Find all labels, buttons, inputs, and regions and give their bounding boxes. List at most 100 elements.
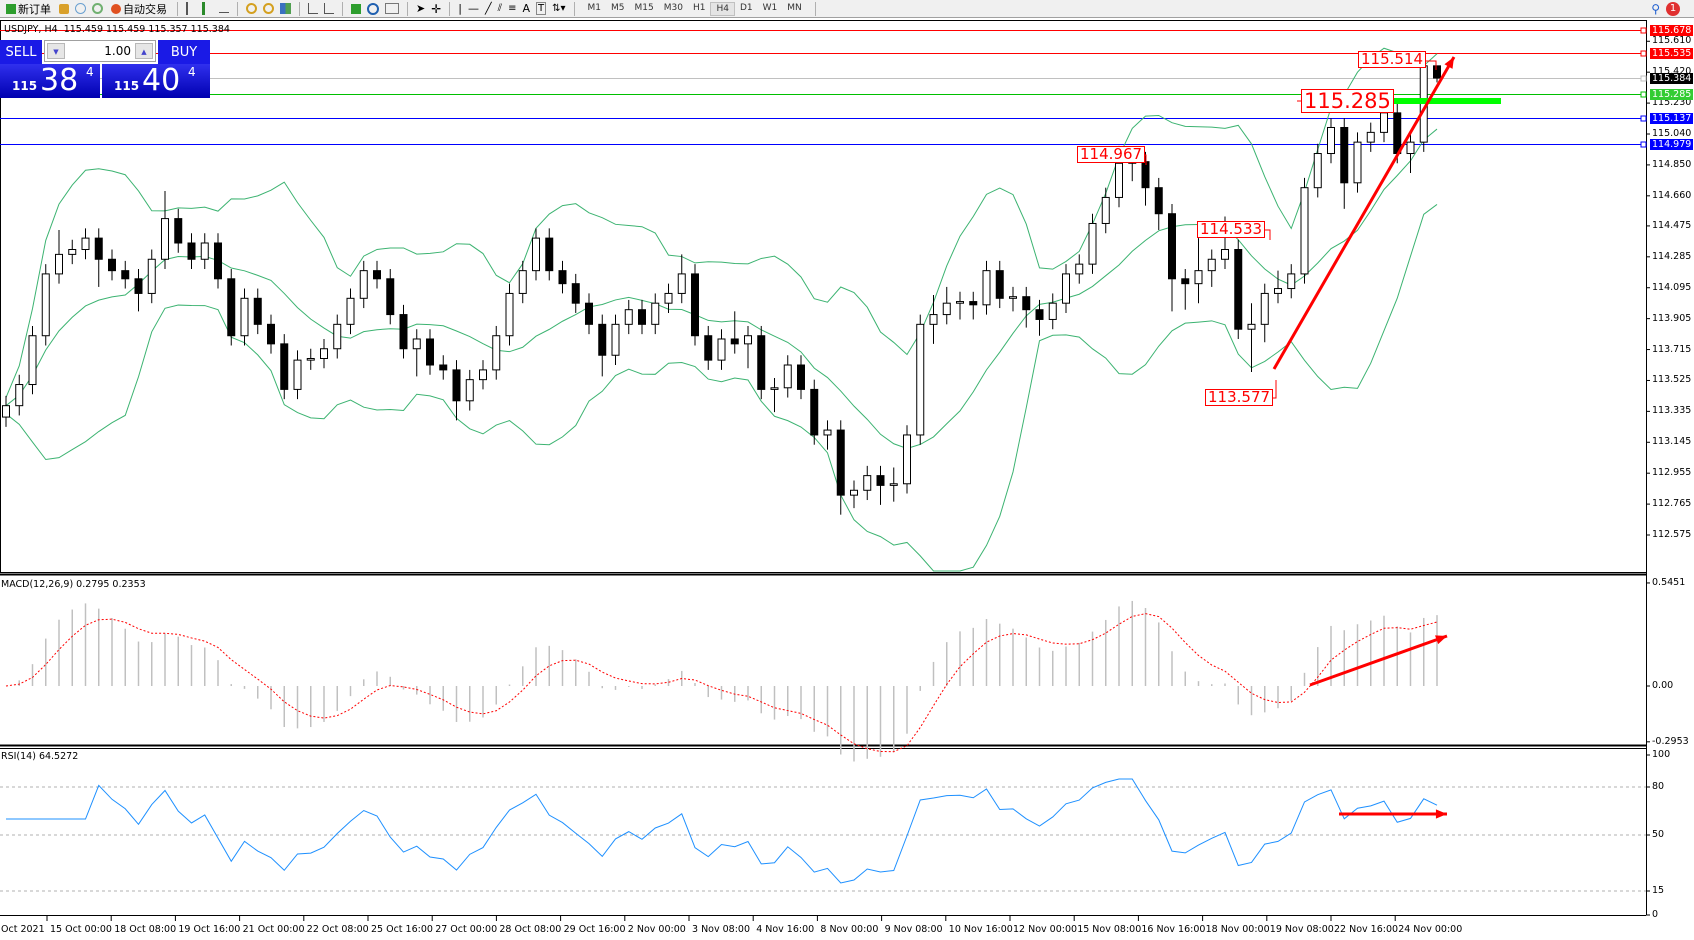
one-click-trading-panel: SELL ▼ 1.00 ▲ BUY 115 38 4 115 40 4 <box>0 40 210 98</box>
buy-price[interactable]: 115 40 4 <box>102 64 210 98</box>
bearish-candle <box>876 475 885 486</box>
price-axis-label: 113.145 <box>1652 436 1692 448</box>
price-annotation-swing-high[interactable]: 114.533 <box>1197 221 1266 238</box>
timeframe-w1[interactable]: W1 <box>762 2 778 13</box>
time-axis-label: 24 Nov 00:00 <box>1398 924 1463 935</box>
price-axis-label: 112.955 <box>1652 467 1692 479</box>
crosshair-icon[interactable]: ✛ <box>431 1 442 16</box>
price-annotation-support[interactable]: 115.285 <box>1301 89 1394 113</box>
autoscroll-icon[interactable] <box>324 3 334 14</box>
horizontal-line-handle <box>1640 75 1647 82</box>
time-axis-label: 28 Oct 08:00 <box>499 924 562 935</box>
search-icon[interactable]: ⚲ <box>1651 1 1660 16</box>
macd-trend-arrow <box>1309 634 1448 687</box>
price-axis-label: 113.525 <box>1652 374 1692 386</box>
bearish-candle <box>558 270 567 285</box>
bullish-candle <box>479 369 487 381</box>
price-annotation-swing-low[interactable]: 113.577 <box>1205 389 1274 406</box>
chart-shift-icon[interactable] <box>308 3 318 14</box>
templates-icon[interactable] <box>385 3 399 14</box>
line-chart-icon[interactable] <box>219 4 229 13</box>
price-axis-label: 112.765 <box>1652 498 1692 510</box>
market-icon[interactable] <box>92 3 103 14</box>
sell-button[interactable]: SELL <box>0 40 42 64</box>
fibonacci-icon[interactable]: ≡ <box>508 3 517 14</box>
bullish-candle <box>1380 112 1388 133</box>
text-label-icon[interactable]: T <box>536 2 547 15</box>
tile-windows-icon[interactable] <box>280 3 291 14</box>
auto-trading-button[interactable]: 自动交易 <box>109 1 169 17</box>
rsi-axis-label: 15 <box>1652 885 1665 896</box>
time-axis-label: 25 Oct 16:00 <box>371 924 433 935</box>
bearish-candle <box>227 278 236 337</box>
zoom-in-icon[interactable] <box>246 3 257 14</box>
lot-increase-button[interactable]: ▲ <box>135 43 153 59</box>
bullish-candle <box>492 335 501 371</box>
sell-price[interactable]: 115 38 4 <box>0 64 100 98</box>
bearish-candle <box>836 429 845 496</box>
bullish-candle <box>1353 141 1362 184</box>
bullish-candle <box>1088 222 1097 265</box>
vertical-line-icon[interactable]: | <box>458 2 462 15</box>
bearish-candle <box>545 237 554 272</box>
price-annotation-high[interactable]: 115.514 <box>1358 51 1427 68</box>
bearish-candle <box>1035 309 1044 320</box>
cursor-icon[interactable]: ➤ <box>416 2 426 15</box>
bullish-candle <box>850 489 858 496</box>
time-axis-label: 15 Oct 00:00 <box>50 924 112 935</box>
bullish-candle <box>2 405 10 418</box>
bearish-candle <box>638 309 646 325</box>
buy-button[interactable]: BUY <box>158 40 210 64</box>
text-icon[interactable]: A <box>522 2 531 15</box>
bar-chart-icon[interactable] <box>186 2 196 15</box>
bullish-candle <box>518 270 527 294</box>
bearish-candle <box>1141 161 1150 189</box>
new-order-button[interactable]: 新订单 <box>4 1 53 17</box>
time-axis-label: 18 Nov 00:00 <box>1205 924 1270 935</box>
periods-clock-icon[interactable] <box>367 2 379 15</box>
timeframe-h1[interactable]: H1 <box>692 2 706 13</box>
equidistant-channel-icon[interactable]: ⫽ <box>497 3 503 14</box>
macd-axis-label: 0.00 <box>1652 680 1674 691</box>
timeframe-m15[interactable]: M15 <box>634 2 654 13</box>
bearish-candle <box>797 364 805 390</box>
price-annotation-resistance[interactable]: 114.967 <box>1077 146 1146 163</box>
horizontal-line-price-tag: 114.979 <box>1650 138 1694 150</box>
toolbar-separator <box>177 1 178 16</box>
toolbar-separator <box>342 1 343 16</box>
metaeditor-icon[interactable] <box>59 3 69 14</box>
timeframe-d1[interactable]: D1 <box>739 2 753 13</box>
lot-size-stepper[interactable]: ▼ 1.00 ▲ <box>44 40 156 62</box>
timeframe-mn[interactable]: MN <box>787 2 802 13</box>
horizontal-line-icon[interactable]: — <box>468 2 479 15</box>
notifications-badge[interactable]: 1 <box>1666 1 1680 16</box>
bullish-candle <box>1075 263 1084 275</box>
price-axis-label: 114.475 <box>1652 219 1692 231</box>
indicators-icon[interactable] <box>351 3 361 14</box>
arrows-icon[interactable]: ⇅▾ <box>552 3 566 14</box>
bearish-candle <box>757 335 766 390</box>
candlestick-icon[interactable] <box>202 2 213 15</box>
buy-price-prefix: 115 <box>114 79 140 93</box>
bearish-candle <box>187 242 196 260</box>
bullish-candle <box>624 309 633 325</box>
zoom-out-icon[interactable] <box>263 3 274 14</box>
bullish-candle <box>1194 270 1203 285</box>
price-axis-label: 113.715 <box>1652 343 1692 355</box>
timeframe-h4[interactable]: H4 <box>710 1 735 16</box>
trendline-icon[interactable]: ╱ <box>485 2 492 15</box>
timeframe-m1[interactable]: M1 <box>587 2 602 13</box>
time-axis-label: 2 Nov 00:00 <box>627 924 686 935</box>
lot-size-input[interactable]: 1.00 <box>104 44 131 58</box>
trend-arrow <box>1272 56 1456 370</box>
lot-decrease-button[interactable]: ▼ <box>47 43 65 59</box>
bullish-candle <box>147 258 156 294</box>
horizontal-line-price-tag: 115.137 <box>1650 112 1694 124</box>
timeframe-m30[interactable]: M30 <box>663 2 683 13</box>
signals-icon[interactable] <box>75 3 86 14</box>
timeframe-m5[interactable]: M5 <box>611 2 625 13</box>
bullish-candle <box>465 379 474 402</box>
bearish-candle <box>1340 126 1349 184</box>
buy-price-pipette: 4 <box>188 65 196 79</box>
